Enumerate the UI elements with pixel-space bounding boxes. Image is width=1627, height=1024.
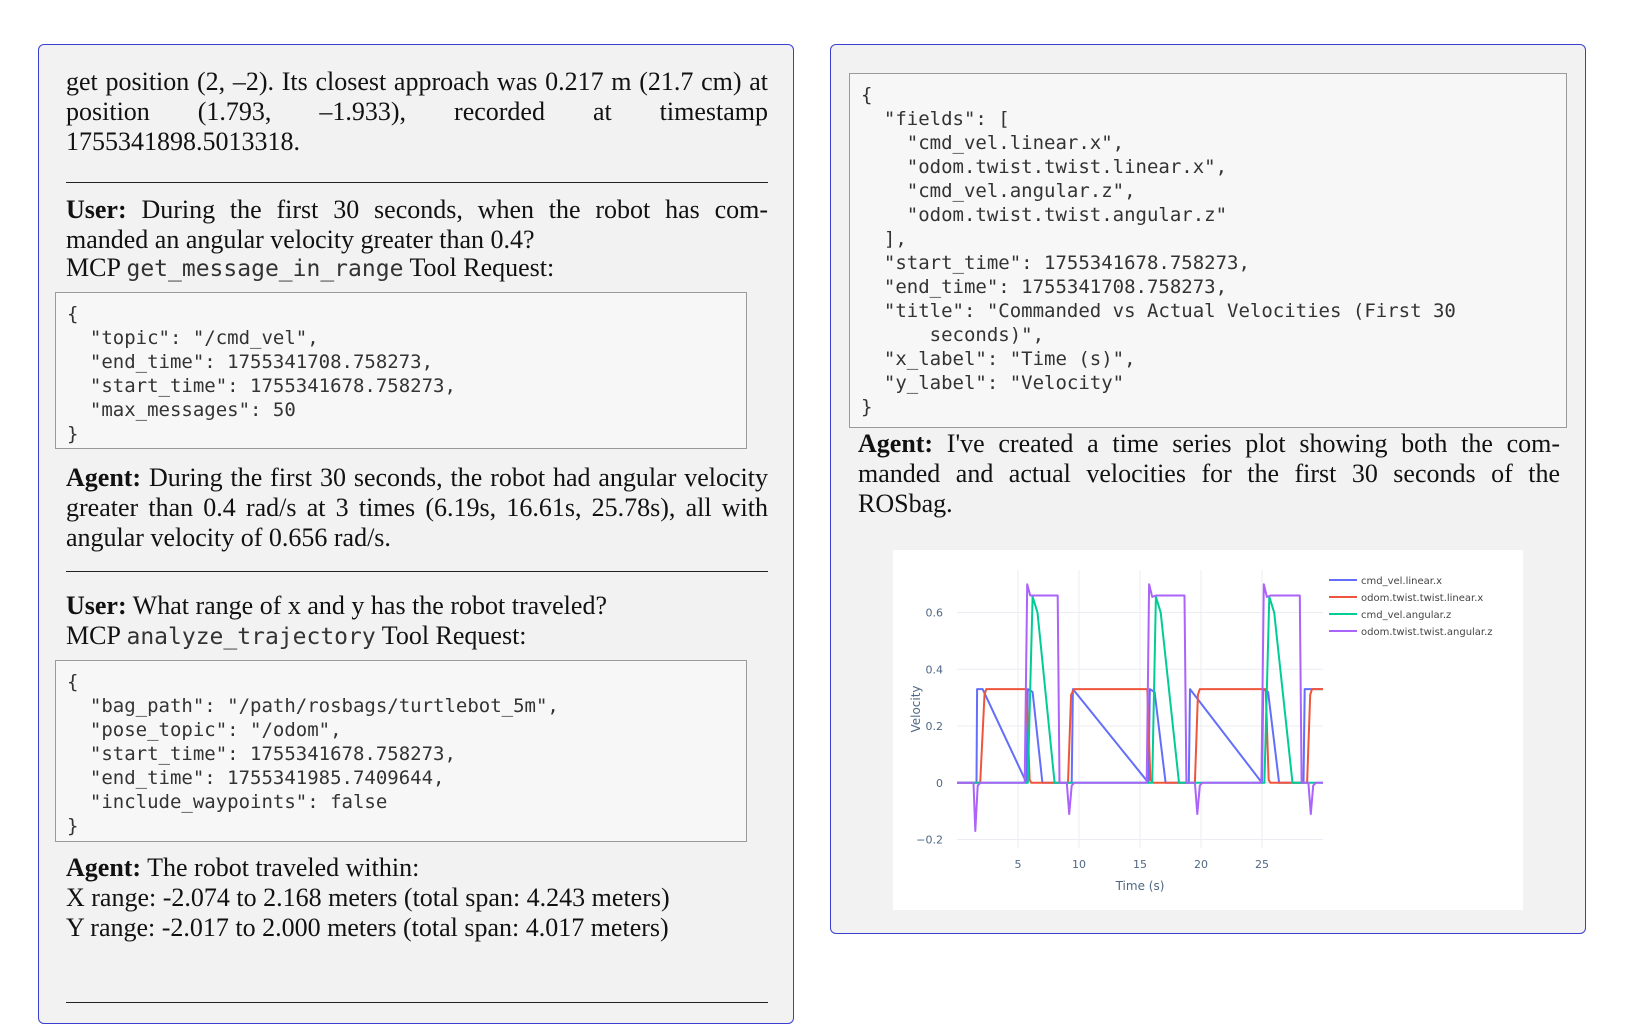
mcp-suffix: Tool Request: xyxy=(375,621,527,650)
mcp-prefix: MCP xyxy=(66,253,127,282)
legend-item-label: cmd_vel.linear.x xyxy=(1361,576,1442,587)
legend-item-label: odom.twist.twist.angular.z xyxy=(1361,627,1493,638)
mcp-request-line-2: MCP analyze_trajectory Tool Request: xyxy=(66,621,768,652)
series-line-cmd_vel-linear-x xyxy=(957,688,1323,784)
y-tick-label: 0.2 xyxy=(926,720,944,733)
y-tick-label: 0.6 xyxy=(926,607,944,620)
series-line-cmd_vel-angular-z xyxy=(957,595,1323,784)
x-axis-label: Time (s) xyxy=(1115,879,1165,893)
agent-answer-3: Agent: I've created a time series plot s… xyxy=(858,429,1560,519)
tool-name: analyze_trajectory xyxy=(126,624,376,650)
y-axis-label: Velocity xyxy=(909,685,923,732)
agent-label: Agent: xyxy=(858,429,934,458)
agent-label: Agent: xyxy=(66,463,142,492)
code-text: { "fields": [ "cmd_vel.linear.x", "odom.… xyxy=(861,84,1456,418)
code-text: { "bag_path": "/path/rosbags/turtlebot_5… xyxy=(67,671,559,837)
legend-item-label: odom.twist.twist.linear.x xyxy=(1361,593,1483,604)
tool-name: get_message_in_range xyxy=(126,256,404,282)
x-tick-label: 5 xyxy=(1015,858,1022,871)
legend-item-label: cmd_vel.angular.z xyxy=(1361,610,1451,621)
agent-answer-1: Agent: During the first 30 seconds, the … xyxy=(66,463,768,553)
x-range-line: X range: -2.074 to 2.168 meters (total s… xyxy=(66,883,670,912)
code-block-3: { "fields": [ "cmd_vel.linear.x", "odom.… xyxy=(849,73,1567,428)
agent-text: I've created a time series plot showing … xyxy=(858,429,1560,518)
user-question-1: User: During the first 30 seconds, when … xyxy=(66,195,768,255)
code-text: { "topic": "/cmd_vel", "end_time": 17553… xyxy=(67,303,456,445)
agent-answer-2: Agent: The robot traveled within: xyxy=(66,853,768,883)
left-panel: get position (2, –2). Its closest approa… xyxy=(38,44,794,1024)
code-block-2: { "bag_path": "/path/rosbags/turtlebot_5… xyxy=(55,660,747,842)
series-line-odom-twist-twist-linear-x xyxy=(957,688,1323,784)
user-text: What range of x and y has the robot trav… xyxy=(126,591,607,620)
user-text: During the first 30 seconds, when the ro… xyxy=(66,195,768,254)
y-range-line: Y range: -2.017 to 2.000 meters (total s… xyxy=(66,913,669,942)
x-tick-label: 15 xyxy=(1133,858,1147,871)
mcp-suffix: Tool Request: xyxy=(403,253,555,282)
right-panel: { "fields": [ "cmd_vel.linear.x", "odom.… xyxy=(830,44,1586,934)
user-label: User: xyxy=(66,195,127,224)
x-tick-label: 25 xyxy=(1255,858,1269,871)
legend: cmd_vel.linear.x odom.twist.twist.linear.… xyxy=(1329,576,1493,638)
mcp-request-line-1: MCP get_message_in_range Tool Request: xyxy=(66,253,768,284)
intro-paragraph: get position (2, –2). Its closest approa… xyxy=(66,67,768,156)
axes: 5 10 15 20 25 −0.2 0 0.2 0.4 0.6 xyxy=(916,607,1269,871)
divider xyxy=(66,182,768,183)
series xyxy=(957,583,1323,832)
divider xyxy=(66,571,768,572)
agent-text: During the first 30 seconds, the robot h… xyxy=(66,463,768,552)
velocity-chart-svg: 5 10 15 20 25 −0.2 0 0.2 0.4 0.6 cmd_vel.linear.x… xyxy=(909,570,1493,893)
code-block-1: { "topic": "/cmd_vel", "end_time": 17553… xyxy=(55,292,747,449)
y-tick-label: 0 xyxy=(936,777,943,790)
divider xyxy=(66,1002,768,1003)
mcp-prefix: MCP xyxy=(66,621,127,650)
series-line-odom-twist-twist-angular-z xyxy=(957,583,1323,832)
x-tick-label: 10 xyxy=(1072,858,1086,871)
agent-label: Agent: xyxy=(66,853,142,882)
y-tick-label: 0.4 xyxy=(926,663,944,676)
agent-text: The robot traveled within: xyxy=(141,853,420,882)
user-question-2: User: What range of x and y has the robo… xyxy=(66,591,768,621)
y-tick-label: −0.2 xyxy=(916,833,943,846)
velocity-chart: 5 10 15 20 25 −0.2 0 0.2 0.4 0.6 cmd_vel.linear.x… xyxy=(893,550,1523,910)
x-tick-label: 20 xyxy=(1194,858,1208,871)
user-label: User: xyxy=(66,591,127,620)
